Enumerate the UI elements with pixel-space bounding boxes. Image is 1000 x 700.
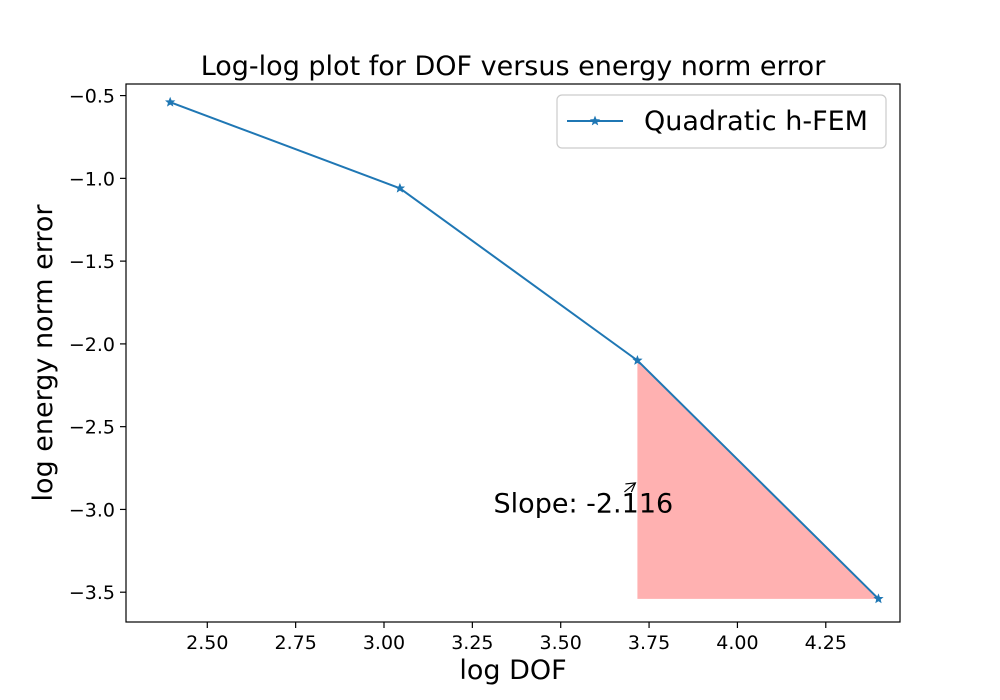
legend: Quadratic h-FEM [556,94,887,149]
series-layer [165,96,884,604]
y-tick-label: −2.0 [69,334,115,356]
slope-annotation-text: Slope: -2.116 [494,489,674,520]
data-point-marker [165,96,176,107]
x-tick-label: 3.00 [363,632,405,654]
data-point-marker [394,182,406,193]
x-tick-label: 3.50 [540,632,582,654]
legend-marker-star [589,115,601,126]
x-tick-label: 4.00 [716,632,758,654]
y-tick-label: −1.5 [69,251,115,273]
annotation-arrow-head [625,482,637,493]
y-tick-label: −3.5 [69,582,115,604]
chart-title: Log-log plot for DOF versus energy norm … [201,51,826,82]
legend-box [556,94,887,149]
legend-star-marker [589,115,601,126]
x-axis-label: log DOF [459,655,566,686]
x-axis-ticks: 2.50 2.75 3.00 3.25 3.50 3.75 4.00 4.25 [186,622,847,654]
y-tick-label: −3.0 [69,499,115,521]
x-tick-label: 3.75 [628,632,670,654]
y-tick-label: −2.5 [69,417,115,439]
slope-annotation: Slope: -2.116 [494,482,674,520]
data-point-marker [873,593,884,604]
plot-area-frame [125,83,901,623]
y-axis-label: log energy norm error [28,204,59,502]
x-tick-label: 2.75 [274,632,316,654]
y-tick-label: −0.5 [69,86,115,108]
legend-label: Quadratic h-FEM [644,106,868,137]
data-point-marker [632,355,643,365]
x-tick-label: 4.25 [805,632,847,654]
y-tick-label: −1.0 [69,168,115,190]
x-tick-label: 3.25 [451,632,493,654]
annotation-arrow-shaft [624,482,636,493]
y-axis-ticks: −0.5 −1.0 −1.5 −2.0 −2.5 −3.0 −3.5 [69,86,126,604]
series-line-0 [169,101,880,600]
x-tick-label: 2.50 [186,632,228,654]
